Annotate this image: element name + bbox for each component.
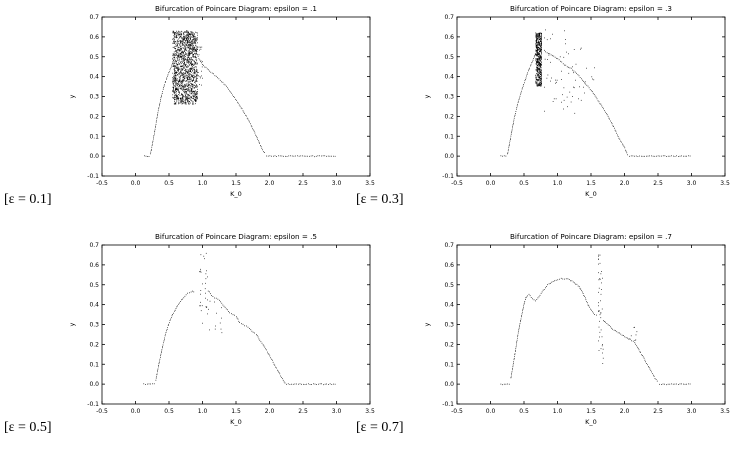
svg-text:1.5: 1.5 [586,408,596,415]
svg-text:Bifurcation of Poincare Diagra: Bifurcation of Poincare Diagram: epsilon… [155,4,317,13]
svg-text:0.0: 0.0 [486,408,496,415]
svg-text:0.7: 0.7 [444,242,454,249]
svg-text:0.1: 0.1 [444,133,454,140]
svg-text:1.0: 1.0 [198,408,208,415]
svg-text:2.5: 2.5 [298,180,308,187]
svg-text:-0.5: -0.5 [96,408,108,415]
caption-epsilon-0.3: [ε = 0.3] [356,192,404,207]
svg-text:0.4: 0.4 [89,302,99,309]
svg-text:K_0: K_0 [585,418,597,426]
svg-text:0.0: 0.0 [89,153,99,160]
caption-epsilon-0.5: [ε = 0.5] [4,420,52,435]
svg-text:0.5: 0.5 [444,54,454,61]
svg-text:0.0: 0.0 [131,180,141,187]
svg-text:y: y [423,322,431,326]
svg-text:0.0: 0.0 [89,381,99,388]
svg-text:0.5: 0.5 [164,180,174,187]
svg-text:0.3: 0.3 [89,322,99,329]
svg-text:2.5: 2.5 [653,408,663,415]
panel-epsilon-0.1: -0.5 0.0 0.5 1.0 1.5 2.0 2.5 3.0 3.5 -0.1 0.0 0.1 0.… [60,2,380,220]
svg-text:2.5: 2.5 [653,180,663,187]
caption-epsilon-0.1: [ε = 0.1] [4,192,52,207]
svg-text:0.0: 0.0 [131,408,141,415]
svg-text:Bifurcation of Poincare Diagra: Bifurcation of Poincare Diagram: epsilon… [510,232,672,241]
svg-text:2.0: 2.0 [265,180,275,187]
svg-text:0.5: 0.5 [444,282,454,289]
svg-text:2.0: 2.0 [620,180,630,187]
svg-text:y: y [68,322,76,326]
svg-text:3.0: 3.0 [332,180,342,187]
bifurcation-plot-eps-0.5: -0.5 0.0 0.5 1.0 1.5 2.0 2.5 3.0 3.5 -0.1 0.0 0.1 0.… [68,232,375,426]
svg-text:0.4: 0.4 [444,302,454,309]
svg-text:1.0: 1.0 [553,180,563,187]
svg-text:0.5: 0.5 [519,180,529,187]
svg-text:-0.5: -0.5 [451,180,463,187]
svg-text:3.0: 3.0 [332,408,342,415]
svg-text:0.2: 0.2 [444,113,454,120]
svg-text:-0.5: -0.5 [96,180,108,187]
svg-text:3.5: 3.5 [720,180,730,187]
svg-text:1.0: 1.0 [198,180,208,187]
svg-text:1.5: 1.5 [231,408,241,415]
svg-text:Bifurcation of Poincare Diagra: Bifurcation of Poincare Diagram: epsilon… [155,232,317,241]
svg-text:0.7: 0.7 [89,242,99,249]
svg-text:0.1: 0.1 [444,361,454,368]
svg-text:0.2: 0.2 [89,341,99,348]
svg-text:0.6: 0.6 [444,34,454,41]
svg-text:3.5: 3.5 [720,408,730,415]
svg-text:0.0: 0.0 [444,381,454,388]
panel-epsilon-0.5: -0.5 0.0 0.5 1.0 1.5 2.0 2.5 3.0 3.5 -0.1 0.0 0.1 0.… [60,230,380,448]
svg-text:-0.1: -0.1 [442,401,454,408]
svg-text:0.6: 0.6 [89,262,99,269]
svg-text:1.0: 1.0 [553,408,563,415]
svg-text:2.0: 2.0 [620,408,630,415]
svg-text:0.3: 0.3 [444,322,454,329]
svg-text:Bifurcation of Poincare Diagra: Bifurcation of Poincare Diagram: epsilon… [510,4,672,13]
svg-text:0.0: 0.0 [486,180,496,187]
bifurcation-plot-eps-0.7: -0.5 0.0 0.5 1.0 1.5 2.0 2.5 3.0 3.5 -0.1 0.0 0.1 0.… [423,232,730,426]
svg-text:2.5: 2.5 [298,408,308,415]
svg-text:1.5: 1.5 [586,180,596,187]
caption-epsilon-0.7: [ε = 0.7] [356,420,404,435]
svg-text:0.6: 0.6 [444,262,454,269]
svg-text:y: y [68,94,76,98]
svg-text:-0.5: -0.5 [451,408,463,415]
svg-text:0.5: 0.5 [89,54,99,61]
svg-text:-0.1: -0.1 [87,173,99,180]
svg-text:3.5: 3.5 [365,180,375,187]
panel-epsilon-0.3: -0.5 0.0 0.5 1.0 1.5 2.0 2.5 3.0 3.5 -0.1 0.0 0.1 0.… [415,2,735,220]
svg-text:1.5: 1.5 [231,180,241,187]
svg-text:0.1: 0.1 [89,133,99,140]
svg-text:0.1: 0.1 [89,361,99,368]
svg-text:0.5: 0.5 [164,408,174,415]
svg-text:0.7: 0.7 [444,14,454,21]
svg-text:y: y [423,94,431,98]
svg-text:0.3: 0.3 [444,94,454,101]
svg-text:-0.1: -0.1 [442,173,454,180]
svg-text:2.0: 2.0 [265,408,275,415]
svg-text:K_0: K_0 [230,190,242,198]
svg-text:0.3: 0.3 [89,94,99,101]
svg-text:K_0: K_0 [230,418,242,426]
svg-text:0.7: 0.7 [89,14,99,21]
bifurcation-plot-eps-0.3: -0.5 0.0 0.5 1.0 1.5 2.0 2.5 3.0 3.5 -0.1 0.0 0.1 0.… [423,4,730,198]
svg-text:K_0: K_0 [585,190,597,198]
svg-text:0.2: 0.2 [89,113,99,120]
svg-text:0.5: 0.5 [89,282,99,289]
panel-epsilon-0.7: -0.5 0.0 0.5 1.0 1.5 2.0 2.5 3.0 3.5 -0.1 0.0 0.1 0.… [415,230,735,448]
svg-text:3.0: 3.0 [687,180,697,187]
svg-text:0.4: 0.4 [89,74,99,81]
svg-text:-0.1: -0.1 [87,401,99,408]
svg-text:0.4: 0.4 [444,74,454,81]
svg-text:0.5: 0.5 [519,408,529,415]
svg-text:0.2: 0.2 [444,341,454,348]
bifurcation-plot-eps-0.1: -0.5 0.0 0.5 1.0 1.5 2.0 2.5 3.0 3.5 -0.1 0.0 0.1 0.… [68,4,375,198]
svg-text:0.0: 0.0 [444,153,454,160]
svg-text:0.6: 0.6 [89,34,99,41]
svg-text:3.0: 3.0 [687,408,697,415]
svg-text:3.5: 3.5 [365,408,375,415]
